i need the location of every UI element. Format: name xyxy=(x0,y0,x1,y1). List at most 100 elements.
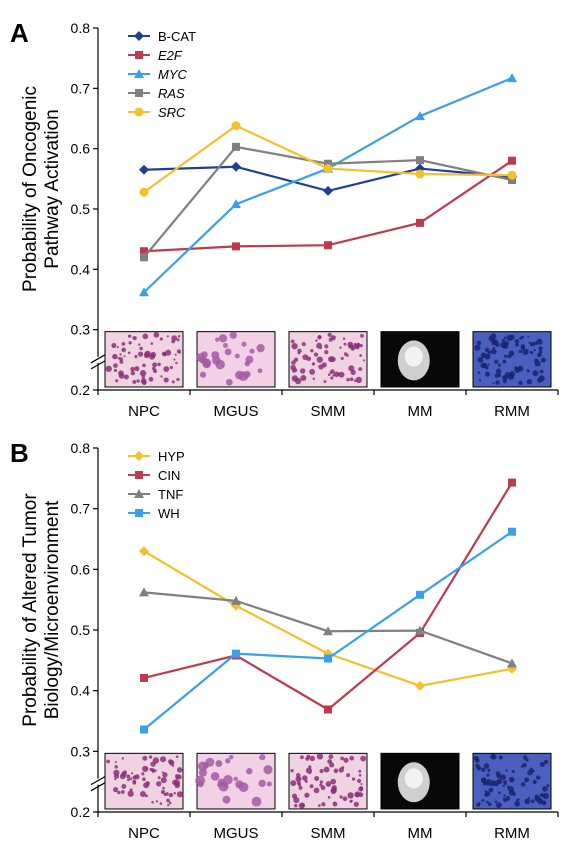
data-point xyxy=(508,156,516,165)
thumbnail-cell xyxy=(476,765,482,771)
thumbnail-cell xyxy=(535,775,541,780)
thumbnail-cell xyxy=(141,375,145,379)
thumbnail-cell xyxy=(319,769,324,774)
thumbnail-cell xyxy=(195,775,205,786)
series-SRC xyxy=(139,121,517,197)
data-point xyxy=(324,241,332,250)
thumbnail-cell xyxy=(500,774,507,781)
thumbnail-cell xyxy=(300,375,307,382)
thumbnail-cell xyxy=(520,765,524,768)
thumbnail-cell xyxy=(229,331,237,339)
thumbnail-cell xyxy=(329,371,333,375)
thumbnail-cell xyxy=(119,357,124,362)
thumbnail-cell xyxy=(536,352,542,358)
thumbnail-cell xyxy=(157,362,161,367)
thumbnail-cell xyxy=(130,366,135,372)
thumbnail-cell xyxy=(105,365,112,372)
legend-entry-label: RAS xyxy=(158,86,185,101)
thumbnail-cell xyxy=(313,352,319,357)
thumbnail-cell xyxy=(292,367,298,373)
thumbnail-cell xyxy=(340,756,344,761)
series-line xyxy=(143,124,513,193)
thumbnail-cell xyxy=(330,786,337,794)
thumbnail-cell xyxy=(533,348,536,352)
thumbnail-cell xyxy=(503,798,507,803)
thumbnail-cell xyxy=(168,801,172,805)
thumbnail-cell xyxy=(474,344,481,351)
thumbnail-cell xyxy=(298,777,301,780)
thumbnail-cell xyxy=(198,768,208,777)
thumbnail-cell xyxy=(495,771,501,776)
thumbnail-cell xyxy=(480,352,487,359)
thumbnail-cell xyxy=(351,345,357,350)
data-point xyxy=(324,654,332,663)
thumbnail-cell xyxy=(168,759,173,764)
thumbnail-cell xyxy=(342,796,348,802)
thumbnail-cell xyxy=(217,782,222,787)
thumbnail-cell xyxy=(502,784,505,788)
thumbnail-cell xyxy=(532,779,537,784)
thumbnail-cell xyxy=(121,342,126,346)
thumbnail-cell xyxy=(503,794,506,797)
thumbnail-cell xyxy=(163,793,167,796)
thumbnail-cell xyxy=(488,787,494,793)
thumbnail-cell xyxy=(327,373,331,377)
thumbnail-cell xyxy=(353,801,359,807)
thumbnail-cell xyxy=(316,356,323,363)
thumbnail-cell xyxy=(160,777,167,784)
thumbnail-cell xyxy=(129,788,133,792)
thumbnail-cell xyxy=(137,351,144,357)
thumbnail-cell xyxy=(309,368,316,375)
axis-break-mark xyxy=(90,776,106,786)
thumbnail-cell xyxy=(161,351,167,357)
thumbnail-cell xyxy=(134,366,140,372)
thumbnail-cell xyxy=(511,770,515,774)
thumbnail-cell xyxy=(529,350,534,355)
y-tick-label: 0.6 xyxy=(71,141,91,157)
thumbnail-cell xyxy=(139,791,146,798)
thumbnail-cell xyxy=(481,767,486,773)
thumbnail-cell xyxy=(340,356,344,360)
thumbnail-cell xyxy=(527,769,533,776)
thumbnail-cell xyxy=(168,792,174,798)
thumbnail-cell xyxy=(298,785,303,790)
axis-break-mark xyxy=(90,354,106,364)
thumbnail-cell xyxy=(330,376,334,380)
thumbnail-cell xyxy=(507,354,512,359)
thumbnail-cell xyxy=(518,349,522,354)
thumbnail-cell xyxy=(309,784,314,789)
x-tick-label: MM xyxy=(408,825,433,842)
data-point xyxy=(507,170,517,180)
thumbnail-cell xyxy=(129,777,133,781)
thumbnail-cell xyxy=(134,355,138,359)
thumbnail-cell xyxy=(506,334,513,342)
thumbnail-cell xyxy=(539,350,543,354)
x-tick-label: SMM xyxy=(311,403,346,420)
thumbnail-cell xyxy=(504,354,508,358)
thumbnail-cell xyxy=(118,370,124,376)
thumbnail-cell xyxy=(359,354,363,357)
thumbnail-cell xyxy=(546,784,550,788)
thumbnail-cell xyxy=(487,768,491,772)
data-point xyxy=(415,111,425,121)
thumbnail-cell xyxy=(251,796,262,807)
thumbnail-cell xyxy=(323,766,330,773)
axis-break-mark xyxy=(90,782,106,792)
thumbnail-cell xyxy=(130,772,134,775)
thumbnail-cell xyxy=(141,772,145,776)
legend-swatch-marker xyxy=(134,69,144,78)
thumbnail-image xyxy=(195,752,276,810)
legend-swatch-marker xyxy=(134,489,144,498)
chart-panel-B: B Probability of Altered Tumor Biology/Mic… xyxy=(10,438,559,842)
thumbnail-cell xyxy=(503,780,508,785)
thumbnail-cell xyxy=(152,362,158,368)
thumbnail-cell xyxy=(249,348,255,354)
thumbnail-cell xyxy=(362,359,365,362)
thumbnail-cell xyxy=(505,341,510,346)
thumbnail-cell xyxy=(145,794,148,798)
thumbnail-cell xyxy=(130,370,136,376)
data-point xyxy=(232,242,240,251)
thumbnail-cell xyxy=(323,380,327,383)
thumbnail-cell xyxy=(157,776,161,780)
thumbnail-image xyxy=(380,331,460,388)
